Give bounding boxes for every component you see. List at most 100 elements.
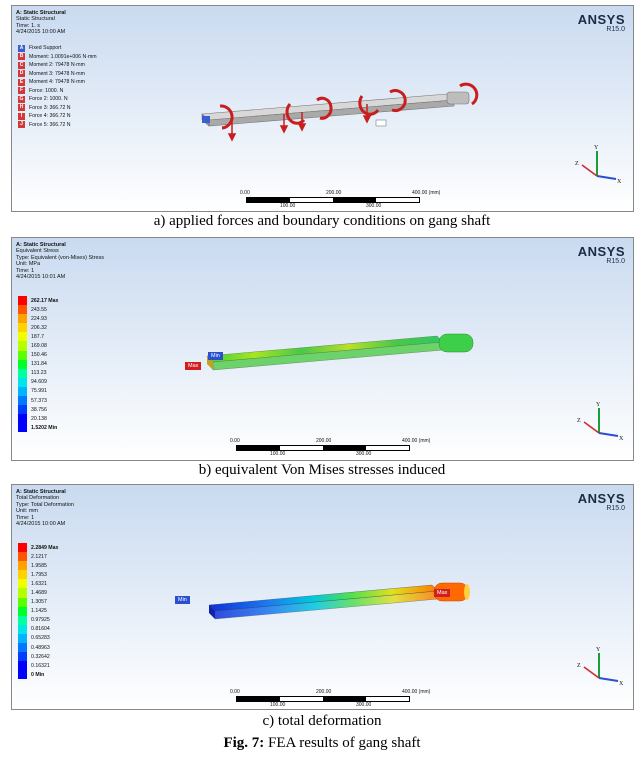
color-legend-row: 1.6321 — [18, 579, 58, 589]
color-legend-row: 113.23 — [18, 368, 58, 378]
color-swatch — [18, 570, 27, 580]
deformation-color-legend: 2.2849 Max 2.1217 1.9585 1.7953 1.6321 1.4689… — [18, 543, 59, 680]
color-swatch — [18, 350, 27, 360]
svg-text:X: X — [619, 681, 624, 687]
length-scale-bar: 0.00 200.00 400.00 (mm) 100.00 300.00 — [240, 190, 441, 209]
color-swatch — [18, 661, 27, 671]
legend-label: Force 5: 366.72 N — [29, 121, 71, 128]
max-probe-tag: Max — [434, 589, 451, 597]
legend-key-box: J — [18, 121, 25, 129]
svg-text:Y: Y — [596, 402, 601, 408]
panel-b-line: 4/24/2015 10:01 AM — [16, 274, 66, 281]
color-swatch — [18, 296, 27, 306]
legend-key-box: I — [18, 112, 25, 120]
color-legend-row: 38.756 — [18, 405, 58, 415]
color-legend-value: 2.2849 Max — [31, 544, 59, 551]
color-swatch — [18, 579, 27, 589]
svg-text:X: X — [619, 436, 624, 442]
panel-von-mises-stress: A: Static Structural Equivalent Stress T… — [11, 237, 634, 461]
legend-label: Force 4: 366.72 N — [29, 113, 71, 119]
boundary-condition-legend: A Fixed Support B Moment: 1.0091e+006 N·mm C… — [18, 44, 97, 129]
color-swatch — [18, 405, 27, 415]
color-legend-row: 1.9585 — [18, 561, 58, 571]
legend-label: Force 3: 366.72 N — [29, 104, 71, 111]
color-legend-row: 57.373 — [18, 396, 58, 406]
panel-a-line: Time: 1. s — [16, 22, 40, 29]
color-legend-value: 206.32 — [31, 324, 47, 331]
legend-key-box: E — [18, 78, 25, 86]
color-swatch — [18, 597, 27, 607]
color-swatch — [18, 606, 27, 616]
ansys-logo: ANSYS R15.0 — [577, 244, 625, 265]
panel-a-header: A: Static Structural Static Structural T… — [16, 10, 66, 36]
legend-item: A Fixed Support — [18, 44, 97, 53]
panel-c-line: Type: Total Deformation — [16, 501, 74, 508]
color-legend-row: 0.32642 — [18, 652, 58, 662]
min-probe-tag: Min — [175, 596, 190, 604]
color-swatch — [18, 396, 27, 406]
legend-item: C Moment 2: 79478 N·mm — [18, 61, 97, 70]
color-swatch — [18, 386, 27, 397]
color-legend-row: 2.2849 Max — [18, 543, 59, 553]
color-legend-row: 20.138 — [18, 414, 58, 424]
color-swatch — [18, 543, 27, 553]
color-legend-row: 75.991 — [18, 386, 58, 397]
color-legend-row: 1.4689 — [18, 588, 58, 598]
svg-text:Z: Z — [577, 418, 581, 424]
color-legend-value: 0 Min — [31, 671, 45, 678]
color-legend-row: 1.3057 — [18, 597, 58, 607]
color-legend-value: 0.97925 — [31, 617, 50, 624]
ansys-logo: ANSYS R15.0 — [577, 12, 625, 33]
max-probe-tag: Max — [185, 362, 202, 370]
color-swatch — [18, 368, 27, 378]
panel-b-header: A: Static Structural Equivalent Stress T… — [16, 242, 104, 280]
color-swatch — [18, 314, 27, 324]
legend-label: Moment 2: 79478 N·mm — [29, 62, 85, 68]
color-legend-value: 243.55 — [31, 306, 47, 313]
color-swatch — [18, 588, 27, 598]
color-legend-row: 187.7 — [18, 332, 58, 342]
panel-c-header: A: Static Structural Total Deformation T… — [16, 489, 74, 527]
legend-key-box: A — [18, 44, 25, 52]
panel-applied-forces: A: Static Structural Static Structural T… — [11, 5, 634, 212]
figure-caption: Fig. 7: FEA results of gang shaft — [0, 735, 644, 752]
color-legend-value: 113.23 — [31, 370, 47, 377]
color-legend-value: 75.991 — [31, 388, 47, 395]
color-legend-row: 243.55 — [18, 305, 58, 315]
color-swatch — [18, 377, 27, 387]
legend-item: B Moment: 1.0091e+006 N·mm — [18, 53, 97, 62]
panel-c-title: A: Static Structural — [16, 489, 66, 495]
panel-c-line: Unit: mm — [16, 508, 38, 515]
color-legend-value: 0.81604 — [31, 626, 50, 633]
legend-label: Fixed Support — [29, 45, 62, 51]
legend-item: E Moment 4: 79478 N·mm — [18, 78, 97, 87]
color-legend-value: 0.65283 — [31, 635, 50, 642]
color-legend-row: 0.48963 — [18, 643, 58, 653]
color-legend-row: 131.84 — [18, 359, 58, 369]
legend-item: H Force 3: 366.72 N — [18, 104, 97, 113]
axis-triad-icon: Y X Z — [575, 145, 622, 185]
legend-item: I Force 4: 366.72 N — [18, 112, 97, 121]
svg-text:Y: Y — [596, 647, 601, 653]
caption-b: b) equivalent Von Mises stresses induced — [198, 462, 446, 478]
panel-c-line: 4/24/2015 10:00 AM — [16, 521, 66, 528]
min-probe-tag: Min — [208, 352, 223, 360]
color-swatch — [18, 341, 27, 351]
color-legend-row: 224.93 — [18, 314, 58, 324]
svg-text:Z: Z — [577, 663, 581, 669]
color-swatch — [18, 561, 27, 571]
legend-key-box: C — [18, 61, 25, 69]
color-legend-value: 1.3057 — [31, 599, 47, 606]
color-legend-value: 169.08 — [31, 343, 47, 350]
legend-item: G Force 2: 1000. N — [18, 95, 97, 104]
color-legend-value: 1.7953 — [31, 571, 47, 578]
caption-a: a) applied forces and boundary condition… — [153, 213, 491, 229]
svg-text:X: X — [617, 179, 622, 185]
color-legend-value: 57.373 — [31, 397, 47, 404]
color-legend-row: 0 Min — [18, 670, 58, 680]
legend-item: J Force 5: 366.72 N — [18, 121, 97, 130]
color-legend-value: 1.1425 — [31, 608, 47, 615]
color-swatch — [18, 670, 27, 680]
shaft-stress-contour — [206, 333, 474, 371]
panel-a-line: 4/24/2015 10:00 AM — [16, 29, 66, 36]
